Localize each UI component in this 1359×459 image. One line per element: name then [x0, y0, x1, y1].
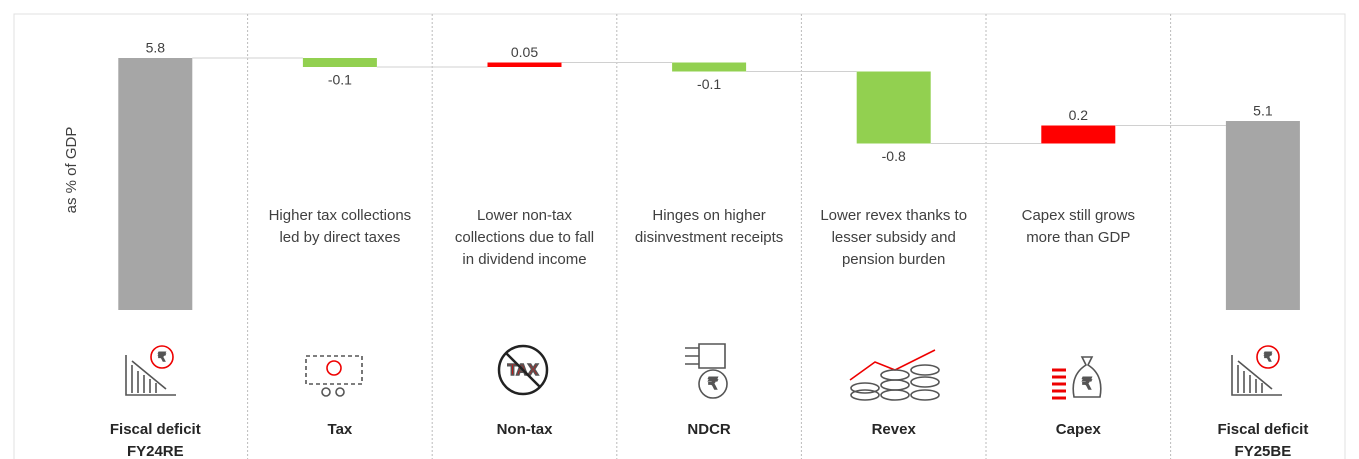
svg-text:₹: ₹ — [158, 350, 166, 364]
x-tick-label: Fiscal deficit FY25BE — [1217, 421, 1309, 459]
icons: ₹ TAX ₹ ₹ ₹ — [125, 343, 1282, 401]
icon-non-tax: TAX — [497, 344, 549, 396]
annotation: Lower non-tax collections due to fall in… — [454, 207, 595, 268]
icon-deficit: ₹ — [1231, 345, 1282, 396]
icon-deficit: ₹ — [125, 345, 176, 396]
svg-text:₹: ₹ — [1264, 350, 1272, 364]
annotation: Hinges on higher disinvestment receipts — [634, 207, 784, 246]
bar — [302, 58, 377, 67]
bar — [487, 62, 562, 67]
value-label: 0.05 — [511, 44, 538, 60]
x-tick-label: Fiscal deficit FY24RE — [109, 421, 201, 459]
y-axis-label: as % of GDP — [63, 127, 80, 214]
annotation: Higher tax collections led by direct tax… — [268, 207, 412, 246]
frame — [13, 13, 1346, 459]
value-label: 0.2 — [1069, 107, 1089, 123]
value-label: 5.8 — [146, 40, 166, 56]
bar — [672, 62, 747, 72]
bar — [1041, 125, 1116, 144]
x-tick-label: Revex — [871, 421, 916, 438]
icon-revex — [849, 349, 940, 401]
annotation: Lower revex thanks to lesser subsidy and… — [820, 207, 968, 268]
svg-text:₹: ₹ — [1082, 376, 1092, 393]
value-label: 5.1 — [1253, 103, 1273, 119]
value-label: -0.8 — [882, 148, 906, 164]
icon-tax — [305, 355, 363, 397]
bar — [856, 71, 931, 144]
value-label: -0.1 — [697, 76, 721, 92]
x-tick-label: NDCR — [687, 421, 731, 438]
value-label: -0.1 — [328, 72, 352, 88]
icon-ndcr: ₹ — [685, 343, 728, 399]
x-tick-label: Non-tax — [496, 421, 553, 438]
bar — [1225, 121, 1300, 310]
annotation: Capex still grows more than GDP — [1021, 207, 1135, 246]
icon-capex: ₹ — [1052, 356, 1102, 400]
x-tick-label: Tax — [327, 421, 353, 438]
svg-text:₹: ₹ — [708, 376, 718, 393]
x-tick-label: Capex — [1055, 421, 1101, 438]
bar — [118, 58, 193, 310]
